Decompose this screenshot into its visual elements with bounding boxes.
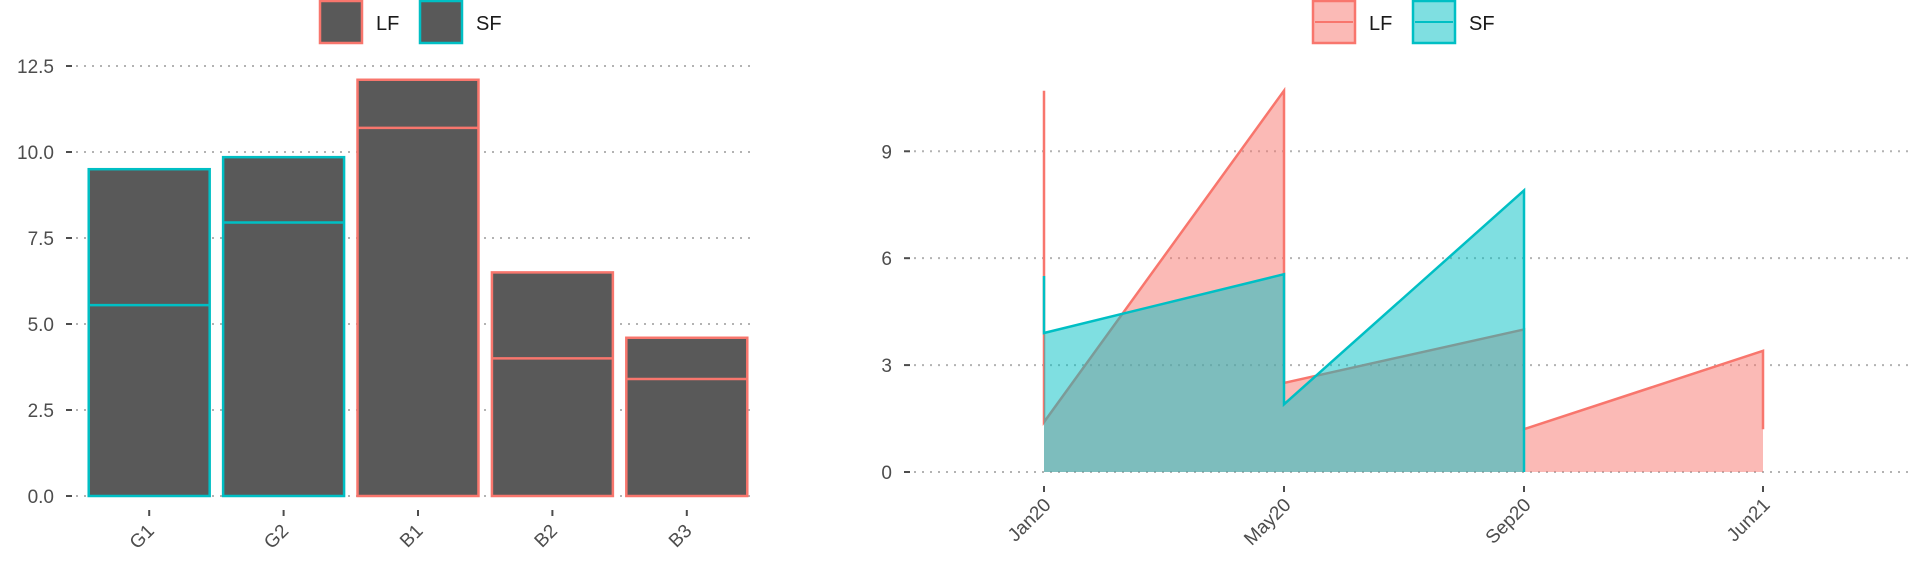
- y-tick-label: 2.5: [28, 401, 54, 422]
- bar-b1: [356, 78, 480, 498]
- x-tick-label-g2: G2: [260, 521, 293, 554]
- area-chart-marks: [1042, 86, 1765, 473]
- y-tick-label: 6: [881, 249, 892, 270]
- y-tick-label: 10.0: [17, 143, 54, 164]
- x-tick-label-b1: B1: [396, 521, 427, 552]
- bar-chart-legend: LF SF: [318, 0, 502, 45]
- x-tick-label-b2: B2: [531, 521, 562, 552]
- bar-g1: [87, 167, 211, 498]
- x-tick-label-jan20: Jan20: [1004, 495, 1055, 546]
- area-chart-y-axis: 0 3 6 9: [881, 142, 910, 484]
- bar-g2: [221, 155, 346, 498]
- legend-key-lf: [318, 0, 364, 45]
- bar-chart-marks: [87, 78, 749, 498]
- legend-label-sf: SF: [476, 13, 502, 35]
- y-tick-label: 3: [881, 356, 892, 377]
- bar-chart: LF SF 0.0 2.5 5.0 7.5 10.0 12.5 G1 G2 B1 B2 B3: [17, 0, 752, 553]
- bar-chart-x-axis: G1 G2 B1 B2 B3: [126, 510, 696, 553]
- x-tick-label-sep20: Sep20: [1482, 495, 1536, 549]
- legend-label-lf: LF: [376, 13, 399, 35]
- x-tick-label-b3: B3: [665, 521, 696, 552]
- area-chart: LF SF 0 3 6 9 Jan20 May20 Sep20 Jun21: [881, 0, 1912, 550]
- legend-label-sf: SF: [1469, 13, 1495, 35]
- y-tick-label: 12.5: [17, 57, 54, 78]
- y-tick-label: 9: [881, 142, 892, 163]
- legend-label-lf: LF: [1369, 13, 1392, 35]
- line-sf: [1042, 187, 1526, 472]
- x-tick-label-may20: May20: [1240, 495, 1295, 550]
- y-tick-label: 7.5: [28, 229, 54, 250]
- y-tick-label: 0.0: [28, 487, 54, 508]
- y-tick-label: 0: [881, 463, 892, 484]
- area-chart-x-axis: Jan20 May20 Sep20 Jun21: [1004, 486, 1775, 550]
- x-tick-label-jun21: Jun21: [1723, 495, 1774, 546]
- bar-chart-y-axis: 0.0 2.5 5.0 7.5 10.0 12.5: [17, 57, 72, 508]
- bar-b3: [625, 336, 749, 498]
- x-tick-label-g1: G1: [126, 521, 159, 554]
- y-tick-label: 5.0: [28, 315, 54, 336]
- bar-b2: [490, 271, 615, 498]
- area-chart-legend: LF SF: [1311, 0, 1495, 45]
- legend-key-sf: [418, 0, 464, 45]
